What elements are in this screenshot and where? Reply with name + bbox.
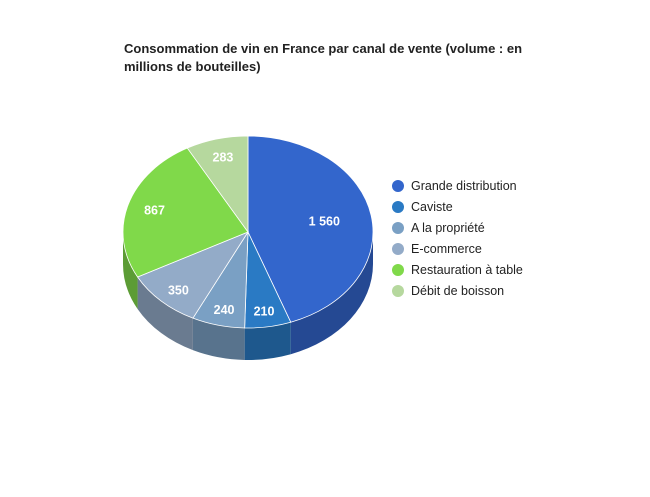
- legend-swatch: [392, 243, 404, 255]
- slice-value-label-3: 350: [168, 284, 189, 298]
- pie-top-layer: [123, 136, 373, 328]
- legend-swatch: [392, 201, 404, 213]
- legend-label: Grande distribution: [411, 178, 551, 194]
- legend-label: A la propriété: [411, 220, 551, 236]
- legend-item[interactable]: Débit de boisson: [392, 283, 551, 299]
- slice-value-label-4: 867: [144, 204, 165, 218]
- legend-item[interactable]: Restauration à table: [392, 262, 551, 278]
- chart-legend: Grande distribution Caviste A la propriété…: [392, 178, 551, 304]
- legend-item[interactable]: E-commerce: [392, 241, 551, 257]
- slice-value-label-2: 240: [214, 303, 235, 317]
- legend-swatch: [392, 264, 404, 276]
- legend-swatch: [392, 222, 404, 234]
- legend-label: Caviste: [411, 199, 551, 215]
- legend-item[interactable]: A la propriété: [392, 220, 551, 236]
- legend-label: Restauration à table: [411, 262, 551, 278]
- legend-label: Débit de boisson: [411, 283, 551, 299]
- legend-swatch: [392, 285, 404, 297]
- legend-item[interactable]: Grande distribution: [392, 178, 551, 194]
- legend-label: E-commerce: [411, 241, 551, 257]
- slice-value-label-1: 210: [254, 304, 275, 318]
- legend-item[interactable]: Caviste: [392, 199, 551, 215]
- legend-swatch: [392, 180, 404, 192]
- slice-value-label-5: 283: [213, 151, 234, 165]
- slice-value-label-0: 1 560: [309, 215, 340, 229]
